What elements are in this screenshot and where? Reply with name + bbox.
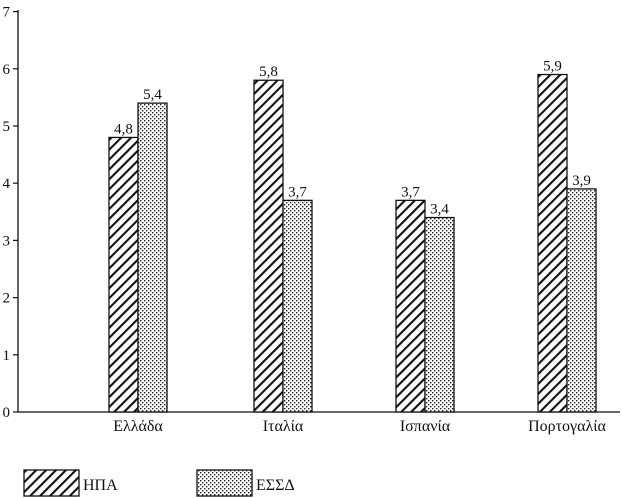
x-category-label: Ελλάδα	[113, 418, 163, 435]
y-tick-label: 5	[3, 119, 11, 135]
y-tick-label: 7	[3, 5, 11, 21]
bar	[537, 73, 568, 413]
y-tick-label: 6	[3, 62, 11, 78]
data-label: 5,8	[259, 64, 278, 80]
data-label: 3,9	[572, 173, 591, 189]
y-tick-label: 4	[3, 176, 11, 192]
x-category-label: Ιταλία	[263, 418, 304, 435]
bar	[424, 216, 455, 413]
data-label: 3,4	[430, 202, 449, 218]
bar	[566, 188, 597, 413]
bar	[137, 102, 168, 413]
legend: ΗΠΑ ΕΣΣΔ	[23, 469, 295, 497]
legend-swatch	[23, 469, 80, 497]
x-category-label: Ισπανία	[400, 418, 451, 435]
data-label: 3,7	[288, 184, 307, 200]
bars: 4,8 5,4 Ελλάδα 5,8 3,7 Ιταλία 3,7 3,4 Ισπανία 5,9…	[108, 59, 607, 435]
bar	[395, 199, 426, 413]
y-tick-label: 2	[3, 291, 11, 307]
bar	[282, 199, 313, 413]
legend-label: ΗΠΑ	[83, 477, 118, 494]
y-tick-label: 3	[3, 233, 11, 249]
data-label: 4,8	[114, 121, 133, 137]
bar	[253, 79, 284, 413]
x-category-label: Πορτογαλία	[528, 418, 606, 435]
bar	[108, 136, 139, 413]
y-tick-label: 0	[3, 405, 11, 421]
data-label: 3,7	[401, 184, 420, 200]
y-tick-label: 1	[3, 348, 11, 364]
legend-swatch	[196, 469, 253, 497]
data-label: 5,4	[143, 87, 162, 103]
legend-label: ΕΣΣΔ	[256, 477, 295, 494]
data-label: 5,9	[543, 59, 562, 75]
